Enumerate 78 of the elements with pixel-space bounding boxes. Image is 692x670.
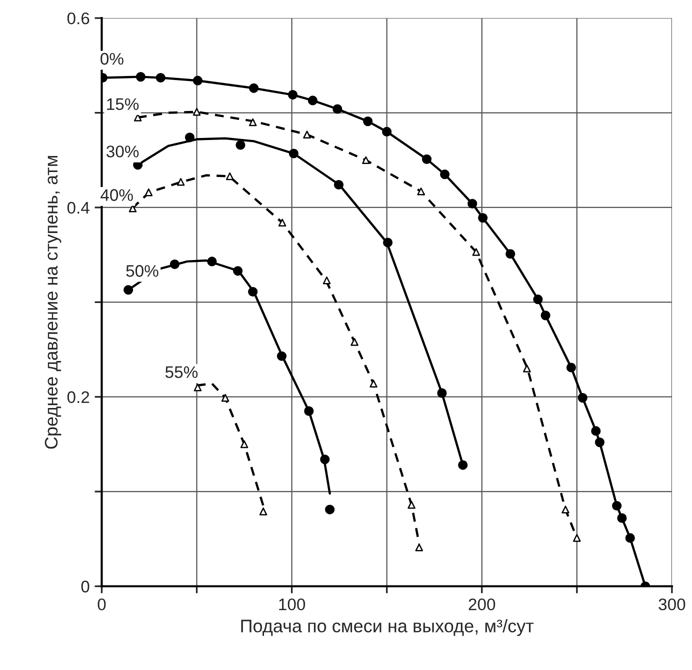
point (472, 248, 480, 256)
point (236, 140, 246, 150)
x-tick-label: 100 (279, 598, 306, 610)
point (170, 260, 180, 270)
point (325, 504, 335, 514)
point (288, 90, 298, 100)
series-label: 0% (100, 52, 124, 65)
y-tick-label: 0.4 (67, 202, 90, 214)
x-tick-label: 300 (658, 598, 686, 610)
point (192, 108, 201, 116)
point (578, 393, 588, 403)
point (350, 338, 358, 346)
series-label: 50% (126, 265, 158, 277)
point (562, 506, 570, 514)
point (226, 172, 234, 180)
point (303, 130, 311, 138)
point (308, 96, 318, 106)
point (415, 544, 424, 552)
point (136, 72, 146, 82)
point (278, 218, 286, 227)
point (184, 132, 195, 142)
point (304, 406, 314, 416)
point (417, 187, 425, 196)
y-tick-label: 0.2 (67, 391, 90, 404)
point (594, 438, 604, 448)
point (276, 351, 287, 361)
point (573, 534, 581, 542)
point (176, 178, 185, 186)
point (128, 204, 137, 212)
point (625, 533, 635, 543)
point (506, 249, 516, 259)
point (248, 286, 258, 297)
point (458, 460, 468, 470)
y-tick-label: 0.6 (67, 12, 90, 24)
point (248, 118, 257, 126)
point (322, 276, 331, 284)
point (240, 440, 248, 448)
point (478, 213, 488, 223)
point (259, 508, 268, 516)
series-label: 30% (106, 146, 139, 158)
y-tick-label: 0 (81, 580, 90, 592)
x-tick-label: 0 (98, 598, 106, 610)
point (288, 148, 298, 158)
point (566, 362, 576, 372)
point (334, 180, 344, 190)
point (422, 154, 432, 164)
point (591, 426, 601, 436)
point (194, 384, 202, 392)
series-label: 15% (107, 98, 139, 110)
point (533, 294, 543, 304)
point (468, 198, 478, 208)
point (437, 388, 447, 398)
point (617, 513, 627, 523)
point (440, 170, 450, 180)
point (207, 256, 217, 266)
point (221, 394, 230, 402)
point (382, 126, 392, 137)
x-tick-label: 200 (468, 598, 496, 610)
point (370, 380, 378, 388)
x-axis-title: Подача по смеси на выходе, м³/сут (241, 619, 534, 636)
point (124, 285, 134, 295)
point (248, 83, 259, 93)
point (233, 266, 243, 276)
point (144, 188, 153, 196)
point (540, 310, 550, 320)
point (332, 104, 342, 114)
point (362, 156, 370, 164)
point (612, 500, 622, 511)
series-label: 40% (100, 189, 133, 201)
point (320, 454, 330, 464)
point (523, 364, 531, 372)
point (382, 238, 393, 248)
series-label: 55% (165, 366, 198, 378)
point (156, 72, 166, 83)
y-axis-title: Среднее давление на ступень, атм (44, 156, 62, 449)
point (408, 500, 416, 509)
point (363, 116, 373, 126)
point (192, 76, 202, 86)
